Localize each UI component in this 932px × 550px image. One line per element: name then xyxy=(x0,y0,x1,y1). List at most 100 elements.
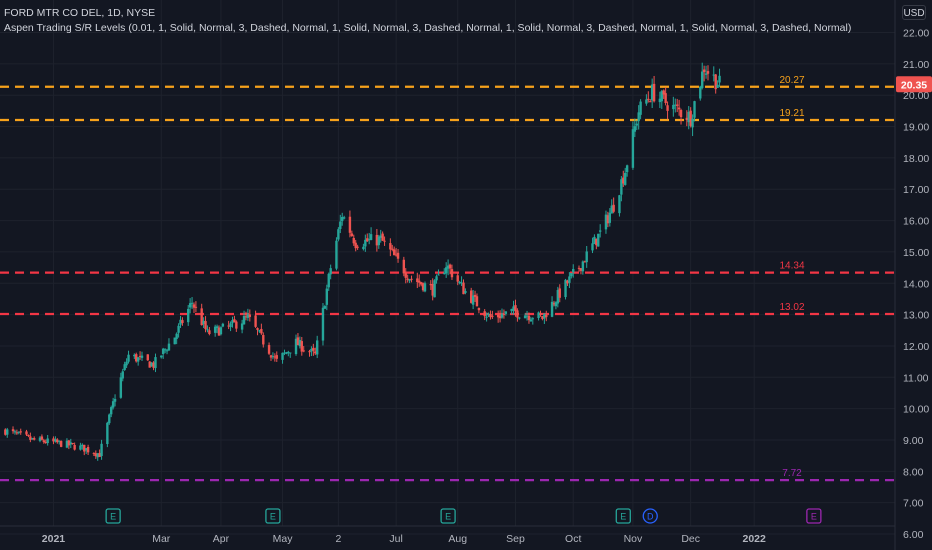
sr-level-label: 13.02 xyxy=(779,302,804,313)
candle-body xyxy=(489,313,492,318)
candle-body xyxy=(294,338,298,355)
candle-body xyxy=(639,101,642,115)
candle-body xyxy=(208,330,211,335)
candle-body xyxy=(485,316,488,318)
candle-body xyxy=(258,330,261,332)
candle-body xyxy=(160,355,163,358)
candle-body xyxy=(379,235,382,238)
candle-body xyxy=(240,323,244,330)
candle-body xyxy=(624,172,627,185)
candle-body xyxy=(389,243,392,250)
candle-body xyxy=(552,303,556,305)
candle-body xyxy=(111,401,115,408)
price-tick-label: 18.00 xyxy=(903,153,929,165)
candle-body xyxy=(235,321,238,329)
candle-body xyxy=(364,239,367,247)
candle-body xyxy=(175,333,178,339)
candle-body xyxy=(500,313,504,318)
candle-body xyxy=(312,347,315,351)
time-axis[interactable]: 2021 Mar Apr May 2 Jul Aug Sep Oct Nov Dec 2022 xyxy=(42,533,766,545)
symbol-legend[interactable]: FORD MTR CO DEL, 1D, NYSE xyxy=(4,7,156,19)
candle-body xyxy=(408,279,411,281)
candle-body xyxy=(475,296,479,307)
candle-body xyxy=(608,212,612,223)
currency-button[interactable]: USD xyxy=(902,5,926,20)
price-tick-label: 14.00 xyxy=(903,278,929,290)
price-axis[interactable]: 6.00 7.00 8.00 9.00 10.00 11.00 12.00 13.00 14.0… xyxy=(903,28,929,541)
candle-body xyxy=(446,265,450,269)
candle-body xyxy=(119,377,123,398)
candle-body xyxy=(152,362,155,368)
candle-body xyxy=(366,238,369,242)
candle-body xyxy=(98,452,101,457)
price-tick-label: 20.00 xyxy=(903,90,929,102)
last-price-box xyxy=(896,76,932,93)
candle-body xyxy=(660,91,663,102)
candle-body xyxy=(691,118,694,128)
time-tick-label: Apr xyxy=(213,533,230,545)
candle-body xyxy=(254,315,257,327)
candle-body xyxy=(165,350,169,352)
candle-body xyxy=(581,261,585,272)
candle-body xyxy=(714,74,717,90)
candle-body xyxy=(81,444,84,447)
candle-body xyxy=(40,436,44,440)
candle-body xyxy=(531,318,535,320)
indicator-legend[interactable]: Aspen Trading S/R Levels (0.01, 1, Solid… xyxy=(4,22,852,34)
candle-body xyxy=(44,442,47,444)
candle-body xyxy=(260,328,263,334)
candle-body xyxy=(285,352,288,354)
candle-body xyxy=(71,442,74,444)
candle-body xyxy=(396,252,400,259)
candle-body xyxy=(525,315,529,317)
candle-body xyxy=(633,126,637,132)
time-tick-label: Nov xyxy=(624,533,643,545)
candle-body xyxy=(202,320,205,324)
candle-body xyxy=(604,214,608,230)
candle-body xyxy=(675,104,679,106)
candle-body xyxy=(221,323,225,327)
candle-body xyxy=(518,317,521,319)
candle-body xyxy=(271,356,275,358)
candle-body xyxy=(256,328,259,330)
candle-body xyxy=(161,348,165,355)
candle-body xyxy=(416,278,419,283)
candle-body xyxy=(652,83,656,102)
candle-body xyxy=(38,437,42,441)
candle-body xyxy=(15,432,19,434)
candle-body xyxy=(514,305,517,312)
candle-body xyxy=(13,431,17,433)
time-tick-label: 2022 xyxy=(743,533,767,545)
candle-body xyxy=(458,281,461,284)
dividend-marker xyxy=(642,508,658,524)
candle-body xyxy=(275,355,278,359)
candle-body xyxy=(190,302,194,304)
time-tick-label: Dec xyxy=(681,533,700,545)
price-tick-label: 19.00 xyxy=(903,122,929,134)
candle-body xyxy=(523,315,527,319)
event-marker-label: D xyxy=(647,512,654,522)
candle-body xyxy=(704,73,708,75)
candle-body xyxy=(591,243,594,251)
candle-body xyxy=(471,295,475,305)
candle-body xyxy=(246,314,250,318)
candle-body xyxy=(418,280,421,283)
candle-body xyxy=(577,267,581,269)
candle-body xyxy=(701,71,704,88)
event-marker-label: E xyxy=(110,512,116,522)
candle-body xyxy=(204,321,207,330)
time-tick-label: May xyxy=(273,533,294,545)
candle-body xyxy=(273,356,277,358)
candle-body xyxy=(113,398,117,402)
candle-body xyxy=(585,251,588,263)
candle-body xyxy=(213,326,217,333)
candle-body xyxy=(194,306,198,308)
candle-body xyxy=(4,429,7,435)
price-tick-label: 17.00 xyxy=(903,184,929,196)
candle-body xyxy=(69,442,72,445)
candle-body xyxy=(337,229,340,240)
candle-body xyxy=(352,237,355,244)
price-tick-label: 10.00 xyxy=(903,404,929,416)
